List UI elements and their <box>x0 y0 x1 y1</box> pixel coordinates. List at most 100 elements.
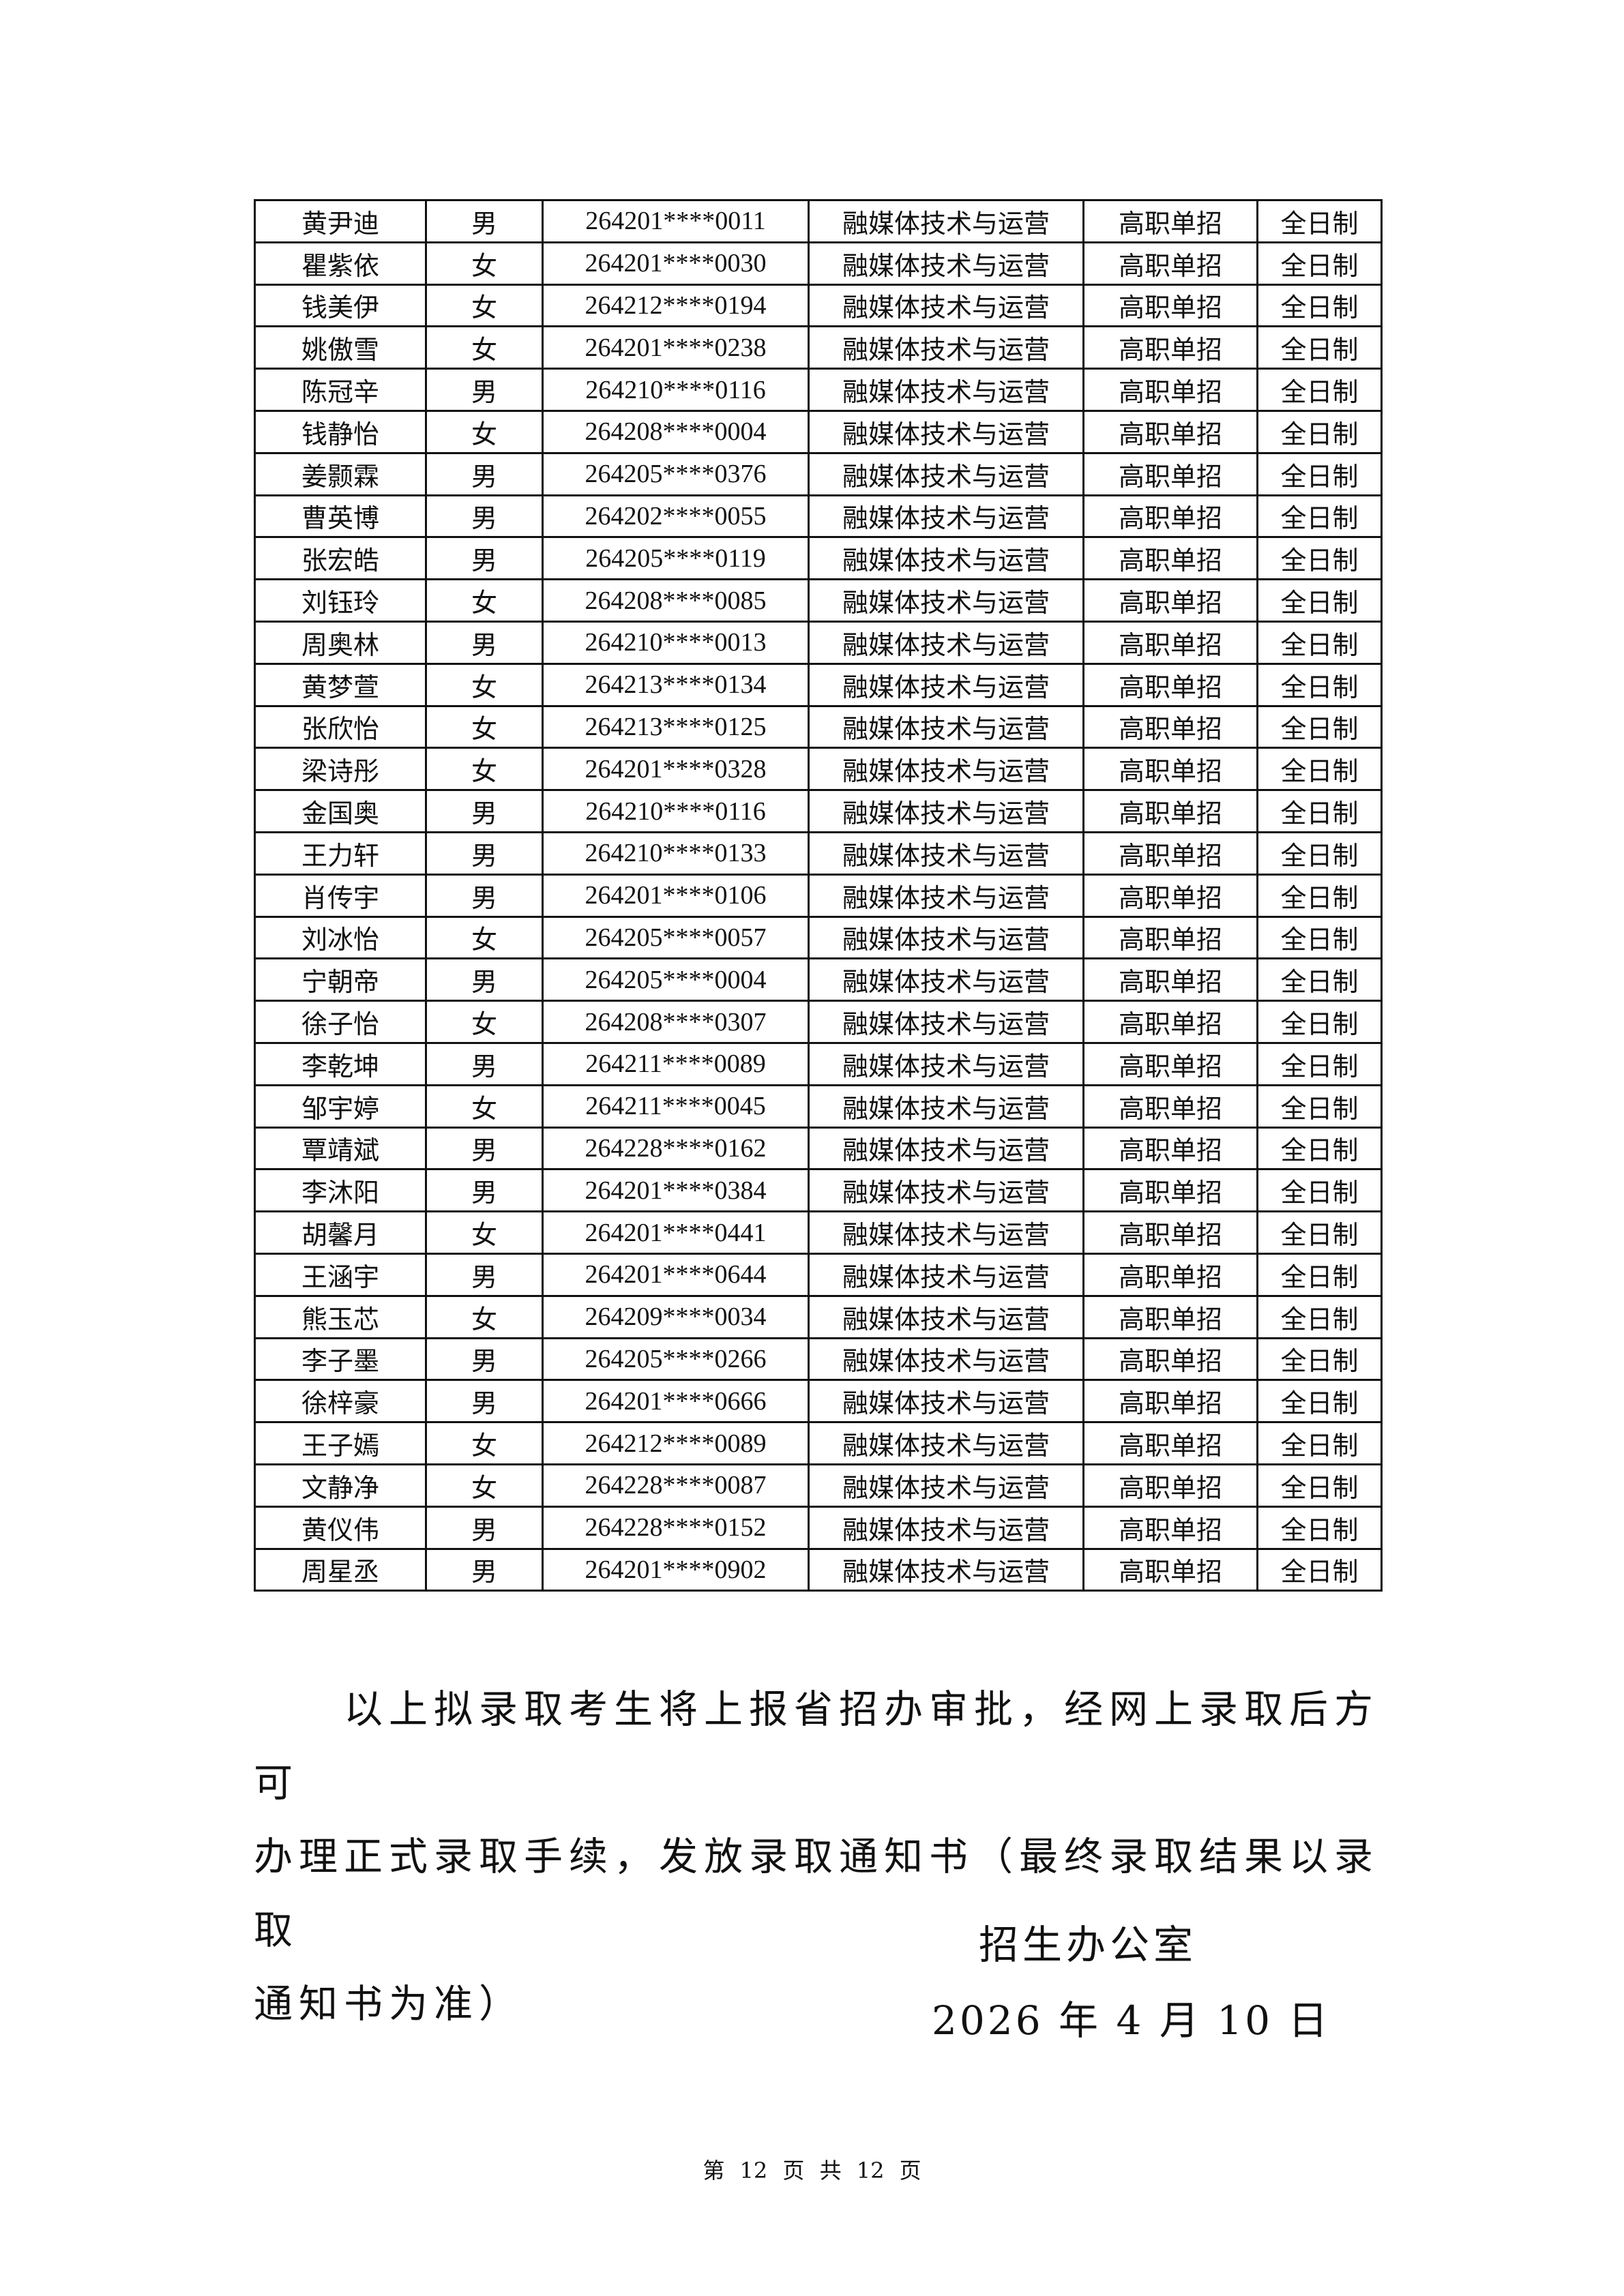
id-cell: 264208****0004 <box>542 409 810 454</box>
name-cell: 黄尹迪 <box>254 199 427 243</box>
notice-paragraph: 以上拟录取考生将上报省招办审批，经网上录取后方可 办理正式录取手续，发放录取通知… <box>254 1673 1386 2041</box>
table-row: 钱美伊女 264212****0194 融媒体技术与运营 高职单招 全日制 <box>254 283 1383 328</box>
study-mode-cell: 全日制 <box>1256 451 1383 496</box>
gender-cell: 男 <box>425 1505 544 1550</box>
table-row: 李沐阳男 264201****0384 融媒体技术与运营 高职单招 全日制 <box>254 1168 1383 1213</box>
study-mode-cell: 全日制 <box>1256 831 1383 876</box>
admission-type-cell: 高职单招 <box>1082 536 1258 581</box>
id-cell: 264201****0238 <box>542 325 810 370</box>
major-cell: 融媒体技术与运营 <box>808 915 1084 960</box>
name-cell: 瞿紫依 <box>254 241 427 286</box>
major-cell: 融媒体技术与运营 <box>808 1210 1084 1255</box>
name-cell: 王子嫣 <box>254 1421 427 1465</box>
name-cell: 李子墨 <box>254 1337 427 1382</box>
id-cell: 264205****0119 <box>542 536 810 581</box>
table-row: 熊玉芯女 264209****0034 融媒体技术与运营 高职单招 全日制 <box>254 1294 1383 1339</box>
admission-type-cell: 高职单招 <box>1082 494 1258 539</box>
major-cell: 融媒体技术与运营 <box>808 704 1084 749</box>
signature-office: 招生办公室 <box>979 1922 1198 1968</box>
table-row: 周奥林男 264210****0013 融媒体技术与运营 高职单招 全日制 <box>254 620 1383 665</box>
name-cell: 肖传宇 <box>254 873 427 918</box>
admission-type-cell: 高职单招 <box>1082 1379 1258 1424</box>
id-cell: 264205****0376 <box>542 451 810 496</box>
gender-cell: 男 <box>425 1252 544 1297</box>
major-cell: 融媒体技术与运营 <box>808 409 1084 454</box>
table-row: 张欣怡女 264213****0125 融媒体技术与运营 高职单招 全日制 <box>254 704 1383 749</box>
major-cell: 融媒体技术与运营 <box>808 199 1084 243</box>
gender-cell: 男 <box>425 620 544 665</box>
admission-type-cell: 高职单招 <box>1082 662 1258 707</box>
table-row: 文静净女 264228****0087 融媒体技术与运营 高职单招 全日制 <box>254 1463 1383 1508</box>
table-row: 张宏皓男 264205****0119 融媒体技术与运营 高职单招 全日制 <box>254 536 1383 581</box>
id-cell: 264202****0055 <box>542 494 810 539</box>
name-cell: 姜颢霖 <box>254 451 427 496</box>
id-cell: 264211****0089 <box>542 1041 810 1086</box>
major-cell: 融媒体技术与运营 <box>808 1168 1084 1213</box>
admission-type-cell: 高职单招 <box>1082 1463 1258 1508</box>
study-mode-cell: 全日制 <box>1256 1463 1383 1508</box>
major-cell: 融媒体技术与运营 <box>808 1547 1084 1592</box>
study-mode-cell: 全日制 <box>1256 494 1383 539</box>
study-mode-cell: 全日制 <box>1256 409 1383 454</box>
study-mode-cell: 全日制 <box>1256 536 1383 581</box>
gender-cell: 女 <box>425 1463 544 1508</box>
table-row: 李乾坤男 264211****0089 融媒体技术与运营 高职单招 全日制 <box>254 1041 1383 1086</box>
name-cell: 李沐阳 <box>254 1168 427 1213</box>
id-cell: 264210****0116 <box>542 368 810 412</box>
admission-type-cell: 高职单招 <box>1082 1505 1258 1550</box>
admission-type-cell: 高职单招 <box>1082 409 1258 454</box>
table-row: 王力轩男 264210****0133 融媒体技术与运营 高职单招 全日制 <box>254 831 1383 876</box>
admission-type-cell: 高职单招 <box>1082 283 1258 328</box>
study-mode-cell: 全日制 <box>1256 368 1383 412</box>
name-cell: 陈冠辛 <box>254 368 427 412</box>
admission-type-cell: 高职单招 <box>1082 1210 1258 1255</box>
name-cell: 张宏皓 <box>254 536 427 581</box>
name-cell: 金国奥 <box>254 789 427 833</box>
major-cell: 融媒体技术与运营 <box>808 325 1084 370</box>
major-cell: 融媒体技术与运营 <box>808 831 1084 876</box>
table-row: 李子墨男 264205****0266 融媒体技术与运营 高职单招 全日制 <box>254 1337 1383 1382</box>
id-cell: 264213****0125 <box>542 704 810 749</box>
id-cell: 264210****0013 <box>542 620 810 665</box>
admission-type-cell: 高职单招 <box>1082 620 1258 665</box>
admission-type-cell: 高职单招 <box>1082 704 1258 749</box>
study-mode-cell: 全日制 <box>1256 1505 1383 1550</box>
admission-type-cell: 高职单招 <box>1082 1337 1258 1382</box>
gender-cell: 男 <box>425 873 544 918</box>
gender-cell: 男 <box>425 494 544 539</box>
study-mode-cell: 全日制 <box>1256 1252 1383 1297</box>
name-cell: 周星丞 <box>254 1547 427 1592</box>
major-cell: 融媒体技术与运营 <box>808 1505 1084 1550</box>
notice-line-2: 办理正式录取手续，发放录取通知书（最终录取结果以录取 <box>254 1834 1379 1953</box>
admission-type-cell: 高职单招 <box>1082 747 1258 792</box>
table-row: 曹英博男 264202****0055 融媒体技术与运营 高职单招 全日制 <box>254 494 1383 539</box>
table-row: 刘冰怡女 264205****0057 融媒体技术与运营 高职单招 全日制 <box>254 915 1383 960</box>
admission-type-cell: 高职单招 <box>1082 789 1258 833</box>
name-cell: 刘钰玲 <box>254 578 427 623</box>
major-cell: 融媒体技术与运营 <box>808 578 1084 623</box>
id-cell: 264201****0328 <box>542 747 810 792</box>
gender-cell: 女 <box>425 747 544 792</box>
gender-cell: 男 <box>425 789 544 833</box>
page-footer: 第 12 页 共 12 页 <box>703 2158 921 2183</box>
table-row: 覃靖斌男 264228****0162 融媒体技术与运营 高职单招 全日制 <box>254 1126 1383 1171</box>
name-cell: 李乾坤 <box>254 1041 427 1086</box>
name-cell: 姚傲雪 <box>254 325 427 370</box>
id-cell: 264212****0194 <box>542 283 810 328</box>
major-cell: 融媒体技术与运营 <box>808 747 1084 792</box>
gender-cell: 女 <box>425 1084 544 1129</box>
name-cell: 文静净 <box>254 1463 427 1508</box>
id-cell: 264208****0307 <box>542 1000 810 1044</box>
major-cell: 融媒体技术与运营 <box>808 1084 1084 1129</box>
id-cell: 264201****0644 <box>542 1252 810 1297</box>
gender-cell: 女 <box>425 1210 544 1255</box>
id-cell: 264205****0004 <box>542 957 810 1002</box>
admission-type-cell: 高职单招 <box>1082 1252 1258 1297</box>
name-cell: 宁朝帝 <box>254 957 427 1002</box>
name-cell: 徐梓豪 <box>254 1379 427 1424</box>
name-cell: 徐子怡 <box>254 1000 427 1044</box>
gender-cell: 女 <box>425 325 544 370</box>
gender-cell: 男 <box>425 1126 544 1171</box>
gender-cell: 女 <box>425 1421 544 1465</box>
study-mode-cell: 全日制 <box>1256 1126 1383 1171</box>
